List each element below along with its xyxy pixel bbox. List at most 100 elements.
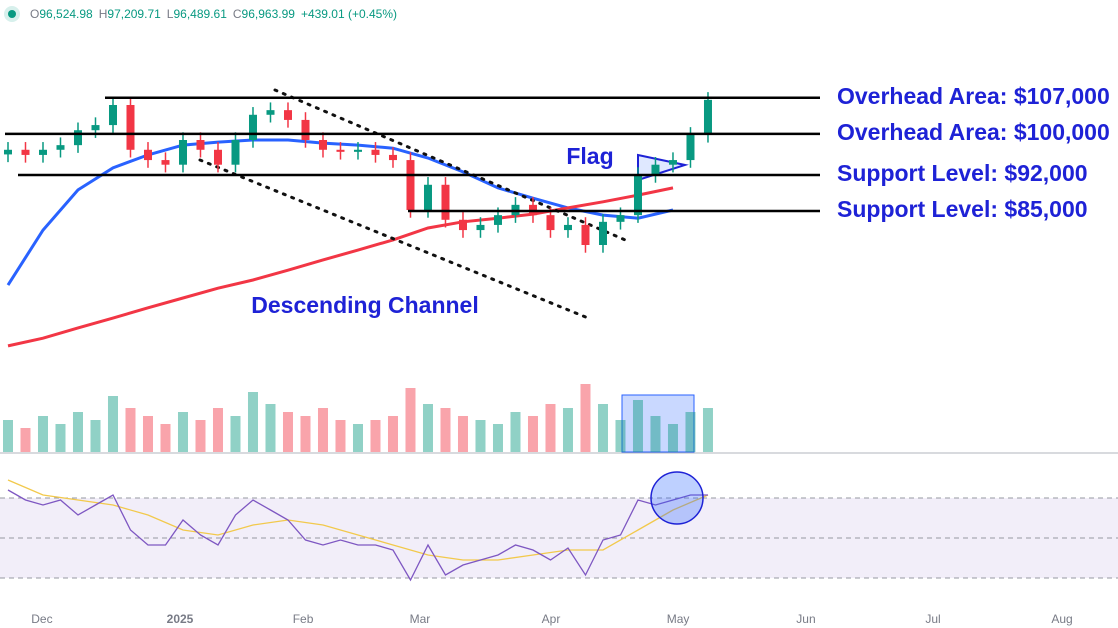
volume-bar (667, 424, 678, 452)
volume-bar (212, 408, 223, 452)
candle-body (616, 215, 625, 222)
candle-body (213, 149, 222, 165)
volume-bar (632, 400, 643, 452)
volume-bar (597, 404, 608, 452)
volume-highlight (621, 394, 695, 453)
volume-bar (72, 412, 83, 452)
volume-bar (317, 408, 328, 452)
candle-body (3, 149, 12, 155)
channel-upper (273, 88, 632, 244)
candle-body (231, 140, 240, 165)
volume-bar (440, 408, 451, 452)
volume-bar (387, 416, 398, 452)
header-value: 97,209.71 (107, 7, 161, 21)
volume-bar (177, 412, 188, 452)
candle-body (651, 164, 660, 175)
volume-bar (142, 416, 153, 452)
volume-bar (195, 420, 206, 452)
candle-body (143, 149, 152, 161)
x-tick-label: Jun (796, 612, 815, 626)
candle-body (371, 149, 380, 155)
candle-body (423, 184, 432, 210)
candle-body (476, 224, 485, 231)
volume-bar (335, 420, 346, 452)
annotation: Descending Channel (251, 292, 478, 318)
volume-bar (125, 408, 136, 452)
volume-bar (457, 416, 468, 452)
candle-body (126, 105, 135, 150)
volume-bar (107, 396, 118, 452)
x-tick-label: May (667, 612, 690, 626)
candle-body (56, 145, 65, 150)
candle-body (441, 184, 450, 220)
candle-body (581, 224, 590, 245)
volume-bar (492, 424, 503, 452)
volume-bar (615, 420, 626, 452)
volume-bar (55, 424, 66, 452)
volume-bar (545, 404, 556, 452)
header: O96,524.98 H97,209.71 L96,489.61 C96,963.99… (30, 7, 397, 21)
volume-bar (422, 404, 433, 452)
level-label: Overhead Area: $107,000 (837, 83, 1110, 109)
level-label: Support Level: $92,000 (837, 160, 1088, 186)
x-tick-label: 2025 (167, 612, 194, 626)
candle-body (388, 154, 397, 161)
volume-bar (685, 412, 696, 452)
volume-bar (510, 412, 521, 452)
candle-body (546, 215, 555, 231)
volume-bar (352, 424, 363, 452)
header-label: H (99, 7, 108, 21)
rsi-line (7, 489, 708, 582)
channel-lower (198, 158, 590, 320)
volume-bar (650, 416, 661, 452)
x-tick-label: Mar (410, 612, 431, 626)
volume-bar (475, 420, 486, 452)
level-label: Support Level: $85,000 (837, 196, 1088, 222)
candle-body (633, 175, 642, 216)
moving-average (7, 186, 674, 348)
candle-body (563, 224, 572, 231)
candle-body (38, 149, 47, 155)
header-change: +439.01 (+0.45%) (301, 7, 397, 21)
volume-bar (2, 420, 13, 452)
header-label: L (167, 7, 174, 21)
candle-body (668, 160, 677, 165)
candle-body (91, 125, 100, 131)
candle-body (73, 130, 82, 146)
x-tick-label: Apr (542, 612, 561, 626)
volume-bar (580, 384, 591, 452)
volume-bar (265, 404, 276, 452)
x-tick-label: Feb (293, 612, 314, 626)
candle-body (493, 215, 502, 225)
header-label: O (30, 7, 39, 21)
candle-body (703, 99, 712, 135)
volume-bar (230, 416, 241, 452)
header-value: 96,489.61 (173, 7, 227, 21)
header-value: 96,524.98 (39, 7, 93, 21)
volume-bar (300, 416, 311, 452)
volume-bar (20, 428, 31, 452)
candle-body (458, 219, 467, 231)
rsi-highlight (650, 471, 704, 525)
candle-body (301, 119, 310, 140)
x-tick-label: Jul (925, 612, 940, 626)
volume-bar (527, 416, 538, 452)
x-tick-label: Aug (1051, 612, 1072, 626)
header-value: 96,963.99 (242, 7, 296, 21)
volume-bar (282, 412, 293, 452)
level-label: Overhead Area: $100,000 (837, 119, 1110, 145)
candle-body (598, 221, 607, 245)
candle-body (248, 114, 257, 140)
header-label: C (233, 7, 242, 21)
candle-body (178, 140, 187, 165)
candle-body (196, 140, 205, 150)
status-dot (8, 10, 16, 18)
candle-body (318, 140, 327, 150)
rsi-ma (7, 479, 709, 561)
candle-body (336, 149, 345, 152)
volume-bar (702, 408, 713, 452)
candle-body (21, 149, 30, 155)
volume-bar (405, 388, 416, 452)
candle-body (266, 110, 275, 115)
